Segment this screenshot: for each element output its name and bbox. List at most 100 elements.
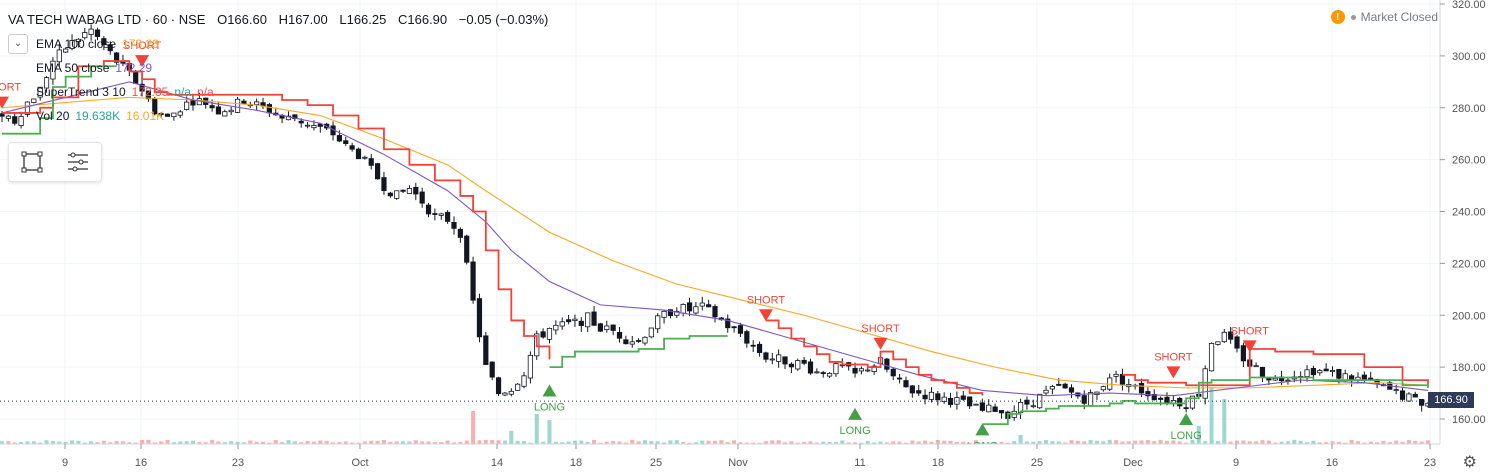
candle-body (795, 360, 801, 370)
candle-body (1259, 366, 1266, 377)
volume-bar (0, 441, 4, 444)
volume-bar (1037, 441, 1042, 444)
candle-body (655, 315, 661, 330)
volume-bar (706, 440, 711, 444)
volume-bar (1349, 439, 1354, 444)
supertrend-bear-line (1122, 348, 1429, 387)
candle-body (394, 190, 400, 199)
candle-body (1323, 368, 1329, 372)
candle-body (88, 28, 94, 35)
candle-body (43, 77, 50, 89)
candle-body (438, 213, 444, 216)
volume-bar (687, 442, 692, 444)
ema100-line (1, 96, 1429, 389)
candle-body (24, 101, 31, 115)
study-name: EMA 50 close (36, 61, 110, 75)
volume-bar (1343, 442, 1348, 444)
volume-bar (210, 439, 215, 444)
rectangle-select-icon[interactable] (9, 143, 55, 181)
time-axis[interactable] (0, 444, 1440, 474)
candle-body (470, 261, 476, 301)
volume-bar (853, 442, 858, 444)
candle-body (648, 327, 654, 338)
candle-body (769, 358, 775, 361)
volume-bar (502, 440, 507, 444)
volume-bar (229, 441, 234, 444)
volume-bar (159, 441, 164, 444)
volume-bar (553, 441, 558, 444)
signal-label: SHORT (861, 323, 900, 335)
volume-bar (12, 442, 17, 444)
volume-bar (1069, 440, 1074, 444)
volume-bar (547, 420, 552, 444)
volume-bar (1107, 439, 1112, 444)
volume-bar (1024, 441, 1029, 444)
candle-body (585, 312, 591, 328)
study-row[interactable]: Vol 20 19.638K 16.01K (8, 104, 548, 128)
supertrend-bear-line (765, 319, 984, 396)
candle-body (476, 298, 483, 338)
volume-bar (942, 440, 947, 444)
volume-bar (1317, 442, 1322, 444)
volume-bar (1094, 440, 1099, 444)
candle-body (744, 331, 750, 344)
volume-bar (337, 442, 342, 444)
candle-body (1113, 373, 1119, 377)
volume-bar (1158, 439, 1163, 444)
ohlc-close: C166.90 (397, 12, 448, 27)
candle-body (489, 361, 495, 378)
candle-body (527, 354, 533, 379)
study-row[interactable]: SuperTrend 3 10 172.35 n/a n/a (8, 80, 548, 104)
volume-bar (1190, 439, 1195, 444)
volume-bar (611, 441, 616, 444)
volume-bar (1171, 440, 1176, 444)
price-tick-label: 320.00 (1452, 0, 1486, 11)
candle-body (642, 336, 648, 344)
candle-body (909, 385, 915, 394)
volume-bar (642, 440, 647, 444)
volume-bar (1298, 440, 1303, 444)
market-status[interactable]: ! Market Closed (1330, 10, 1438, 24)
volume-bar (197, 441, 202, 444)
symbol-title[interactable]: VA TECH WABAG LTD · 60 · NSE (8, 12, 206, 27)
symbol-row[interactable]: VA TECH WABAG LTD · 60 · NSE O166.60 H16… (8, 8, 548, 32)
candle-body (171, 112, 177, 118)
long-signal-marker (542, 384, 557, 397)
collapse-toggle-icon[interactable]: ⌄ (8, 34, 28, 54)
candle-body (629, 341, 635, 345)
study-name: Vol 20 (36, 109, 70, 123)
candle-body (69, 40, 75, 49)
candle-body (1329, 370, 1336, 373)
volume-bar (362, 441, 367, 444)
study-row[interactable]: EMA 50 close 172.29 (8, 56, 548, 80)
time-tick-label: 11 (854, 457, 865, 469)
volume-bar (732, 440, 737, 444)
volume-bar (19, 442, 24, 444)
volume-bar (1273, 442, 1278, 444)
volume-bar (1330, 441, 1335, 444)
volume-bar (31, 441, 36, 444)
candle-body (833, 363, 839, 375)
candle-body (814, 371, 820, 374)
candle-body (1158, 397, 1164, 400)
candle-body (1361, 374, 1367, 380)
volume-bar (884, 442, 889, 444)
gear-icon[interactable]: ⚙ (1462, 454, 1477, 471)
volume-bar (222, 442, 227, 444)
candle-body (1189, 395, 1196, 409)
candle-body (349, 145, 355, 150)
time-tick-label: 25 (650, 457, 662, 469)
price-tick-label: 300.00 (1452, 51, 1486, 63)
candle-body (973, 403, 979, 406)
study-row[interactable]: ⌄ EMA 100 close 173.23 (8, 32, 548, 56)
volume-bar (954, 441, 959, 444)
candle-body (502, 392, 508, 396)
candle-body (164, 113, 171, 117)
price-tick-label: 240.00 (1452, 207, 1486, 219)
time-tick-label: Nov (728, 457, 748, 469)
object-tree-icon[interactable] (55, 143, 101, 181)
volume-bar (1177, 441, 1182, 444)
volume-bar (280, 442, 285, 444)
time-tick-label: 14 (491, 457, 503, 469)
